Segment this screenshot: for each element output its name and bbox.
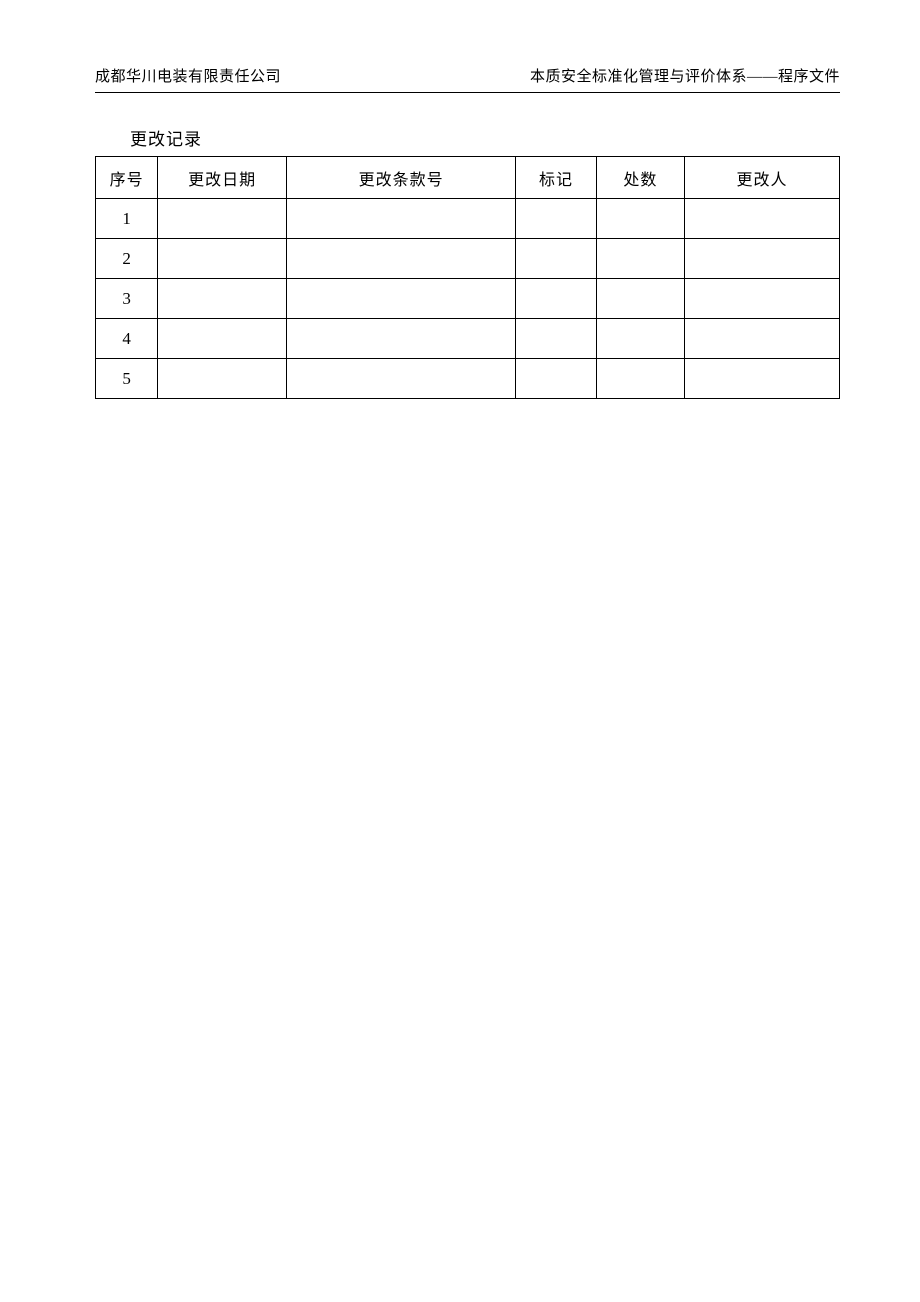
col-header-seq: 序号 [96, 157, 158, 199]
col-header-clause: 更改条款号 [287, 157, 516, 199]
cell-mark [516, 239, 596, 279]
cell-count [596, 359, 684, 399]
cell-mark [516, 279, 596, 319]
cell-mark [516, 359, 596, 399]
cell-mark [516, 319, 596, 359]
change-record-table: 序号 更改日期 更改条款号 标记 处数 更改人 1 2 [95, 156, 840, 399]
cell-clause [287, 319, 516, 359]
page-header: 成都华川电装有限责任公司 本质安全标准化管理与评价体系——程序文件 [95, 65, 840, 93]
cell-seq: 2 [96, 239, 158, 279]
col-header-person: 更改人 [685, 157, 840, 199]
cell-count [596, 279, 684, 319]
cell-clause [287, 239, 516, 279]
cell-date [158, 239, 287, 279]
cell-seq: 3 [96, 279, 158, 319]
cell-seq: 5 [96, 359, 158, 399]
cell-person [685, 239, 840, 279]
cell-seq: 1 [96, 199, 158, 239]
cell-date [158, 279, 287, 319]
table-row: 5 [96, 359, 840, 399]
cell-count [596, 239, 684, 279]
table-row: 3 [96, 279, 840, 319]
cell-person [685, 199, 840, 239]
table-row: 1 [96, 199, 840, 239]
col-header-mark: 标记 [516, 157, 596, 199]
cell-date [158, 199, 287, 239]
cell-mark [516, 199, 596, 239]
cell-date [158, 319, 287, 359]
cell-clause [287, 199, 516, 239]
cell-person [685, 279, 840, 319]
table-body: 1 2 3 [96, 199, 840, 399]
cell-clause [287, 279, 516, 319]
col-header-count: 处数 [596, 157, 684, 199]
cell-date [158, 359, 287, 399]
col-header-date: 更改日期 [158, 157, 287, 199]
cell-count [596, 319, 684, 359]
header-company: 成都华川电装有限责任公司 [95, 65, 281, 86]
cell-seq: 4 [96, 319, 158, 359]
table-row: 4 [96, 319, 840, 359]
table-header-row: 序号 更改日期 更改条款号 标记 处数 更改人 [96, 157, 840, 199]
header-doc-title: 本质安全标准化管理与评价体系——程序文件 [530, 65, 840, 86]
cell-person [685, 359, 840, 399]
table-row: 2 [96, 239, 840, 279]
cell-person [685, 319, 840, 359]
cell-clause [287, 359, 516, 399]
cell-count [596, 199, 684, 239]
content-area: 更改记录 序号 更改日期 更改条款号 标记 处数 更改人 1 2 [95, 125, 840, 399]
table-title: 更改记录 [130, 125, 840, 150]
